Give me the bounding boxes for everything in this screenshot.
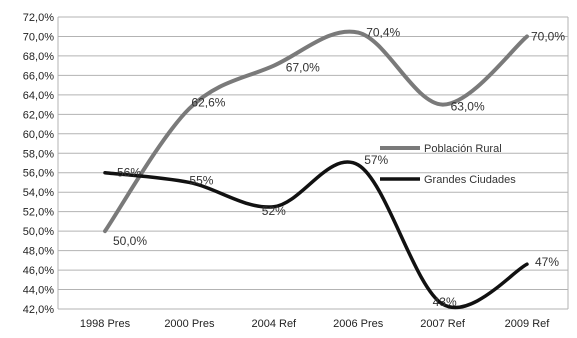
y-tick-label: 68,0%	[23, 51, 54, 63]
data-label: 62,6%	[191, 95, 225, 109]
y-tick-label: 72,0%	[23, 12, 54, 24]
data-labels: 50,0% 62,6% 67,0% 70,4% 63,0% 70,0% 56% 55% 52% 5…	[113, 26, 565, 310]
data-label: 63,0%	[451, 100, 485, 114]
data-label: 52%	[262, 204, 286, 218]
data-label: 50,0%	[113, 234, 147, 248]
data-label: 56%	[117, 166, 141, 180]
data-label: 70,4%	[366, 26, 400, 40]
data-label: 67,0%	[286, 61, 320, 75]
legend: Población Rural Grandes Ciudades	[380, 143, 516, 186]
y-tick-label: 46,0%	[23, 265, 54, 277]
y-tick-label: 56,0%	[23, 168, 54, 180]
x-tick-label: 1998 Pres	[80, 318, 131, 330]
y-tick-label: 50,0%	[23, 226, 54, 238]
y-tick-label: 52,0%	[23, 207, 54, 219]
y-tick-label: 66,0%	[23, 70, 54, 82]
grid-lines	[57, 16, 569, 310]
x-tick-label: 2009 Ref	[505, 318, 551, 330]
x-tick-label: 2000 Pres	[164, 318, 215, 330]
series-lines	[103, 29, 529, 309]
x-axis: 1998 Pres 2000 Pres 2004 Ref 2006 Pres 2007 …	[80, 318, 550, 330]
legend-label: Grandes Ciudades	[424, 174, 516, 186]
data-label: 55%	[189, 173, 213, 187]
y-tick-label: 48,0%	[23, 246, 54, 258]
y-tick-label: 44,0%	[23, 285, 54, 297]
y-tick-label: 60,0%	[23, 129, 54, 141]
x-tick-label: 2006 Pres	[333, 318, 384, 330]
series-line	[103, 29, 529, 234]
y-tick-label: 64,0%	[23, 90, 54, 102]
y-tick-label: 42,0%	[23, 304, 54, 316]
data-label: 47%	[535, 255, 559, 269]
y-tick-label: 62,0%	[23, 109, 54, 121]
x-tick-label: 2007 Ref	[420, 318, 466, 330]
legend-label: Población Rural	[424, 143, 502, 155]
series-line	[103, 160, 529, 309]
y-axis: 42,0% 44,0% 46,0% 48,0% 50,0% 52,0% 54,0% 56,0%…	[23, 12, 54, 316]
data-label: 43%	[433, 295, 457, 309]
y-tick-label: 70,0%	[23, 31, 54, 43]
data-label: 70,0%	[531, 29, 565, 43]
data-label: 57%	[364, 153, 388, 167]
y-tick-label: 58,0%	[23, 148, 54, 160]
x-tick-label: 2004 Ref	[251, 318, 297, 330]
y-tick-label: 54,0%	[23, 187, 54, 199]
